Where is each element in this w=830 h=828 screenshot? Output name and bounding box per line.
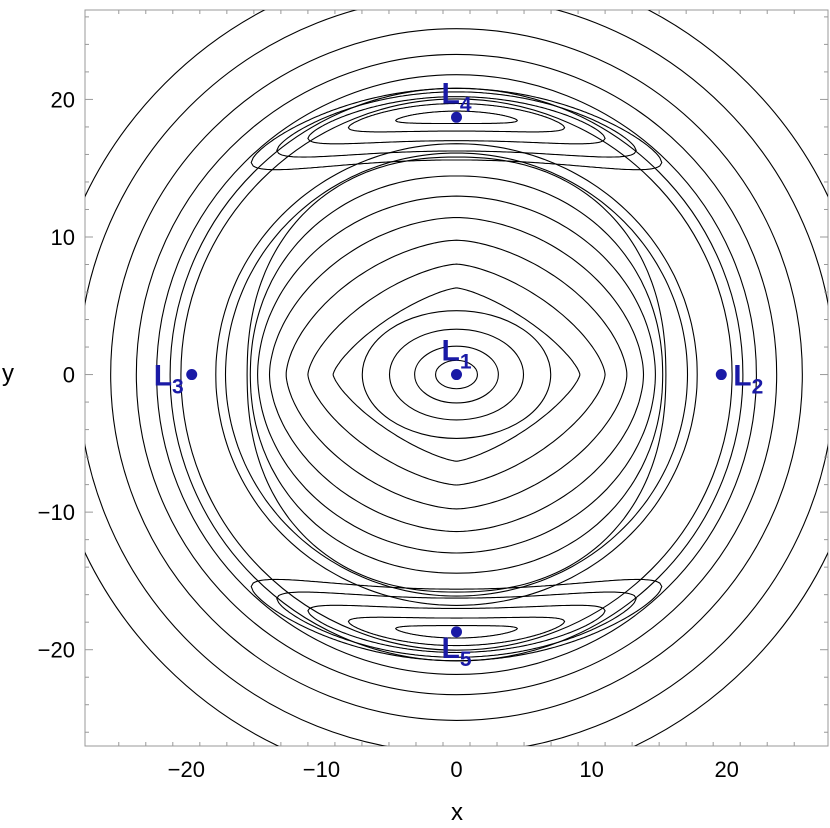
contour-line (276, 591, 637, 658)
contour-line (285, 239, 628, 510)
point-marker (715, 369, 727, 381)
contour-line (414, 345, 499, 404)
contour-line (347, 102, 566, 133)
x-tick-label: 0 (450, 757, 462, 782)
y-tick-label: 10 (51, 225, 75, 250)
contour-line (246, 156, 667, 593)
point-label: L5 (441, 632, 471, 671)
plot-frame (84, 9, 829, 747)
point-marker (451, 626, 462, 638)
contour-line (224, 152, 689, 597)
point-label: L2 (733, 360, 763, 399)
axis-tick-labels: −20 −10 0 10 20 −20 −10 0 10 20 (38, 87, 739, 782)
y-tick-label: 0 (63, 363, 75, 388)
point-label: L1 (441, 335, 471, 374)
x-axis-title: x (451, 799, 463, 826)
contour-line (394, 110, 519, 125)
contour-line (169, 87, 744, 662)
contour-line (250, 87, 663, 171)
y-tick-label: −10 (38, 500, 75, 525)
contour-line (435, 359, 478, 390)
contour-line (85, 10, 828, 746)
contour-line (156, 74, 757, 676)
contour-line (347, 616, 566, 647)
contour-line (250, 578, 663, 662)
axis-ticks (85, 10, 828, 746)
point-marker (451, 369, 462, 381)
contour-line (215, 143, 698, 606)
y-tick-label: 20 (51, 87, 75, 112)
contour-line (307, 96, 606, 145)
y-axis-title: y (2, 360, 14, 387)
contour-line (249, 175, 664, 574)
x-tick-label: 20 (714, 757, 738, 782)
contour-line (388, 328, 525, 421)
y-tick-label: −20 (38, 638, 75, 663)
contour-line (307, 604, 606, 654)
lagrange-points: L1 L2 L3 L4 L5 (154, 77, 764, 671)
x-tick-label: −10 (303, 757, 340, 782)
contour-line (257, 195, 656, 554)
contour-line (361, 310, 552, 439)
contour-line (307, 263, 606, 486)
contour-line (276, 91, 637, 158)
contour-line (268, 217, 645, 533)
point-label: L3 (154, 360, 184, 399)
contour-line (180, 98, 733, 651)
contour-line (394, 625, 519, 639)
point-label: L4 (441, 77, 471, 116)
point-marker (186, 369, 198, 381)
contour-line (135, 53, 778, 696)
x-tick-label: 10 (579, 757, 603, 782)
contour-line (332, 287, 581, 462)
contour-line (110, 28, 803, 721)
point-marker (451, 111, 462, 123)
contour-lines (85, 10, 828, 746)
x-tick-label: −20 (168, 757, 205, 782)
